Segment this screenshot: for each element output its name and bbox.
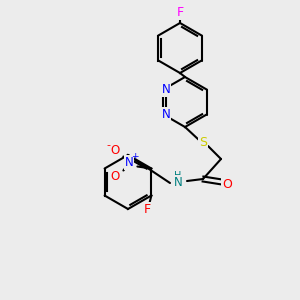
Text: F: F <box>176 7 184 20</box>
Text: N: N <box>174 176 182 188</box>
Text: F: F <box>144 203 151 216</box>
Text: N: N <box>162 83 171 96</box>
Text: H: H <box>174 171 182 181</box>
Text: N: N <box>162 108 171 121</box>
Text: O: O <box>111 170 120 183</box>
Text: O: O <box>222 178 232 190</box>
Text: -: - <box>106 140 110 151</box>
Text: N: N <box>125 156 134 169</box>
Text: O: O <box>111 144 120 157</box>
Text: +: + <box>130 152 138 161</box>
Text: S: S <box>199 136 207 149</box>
